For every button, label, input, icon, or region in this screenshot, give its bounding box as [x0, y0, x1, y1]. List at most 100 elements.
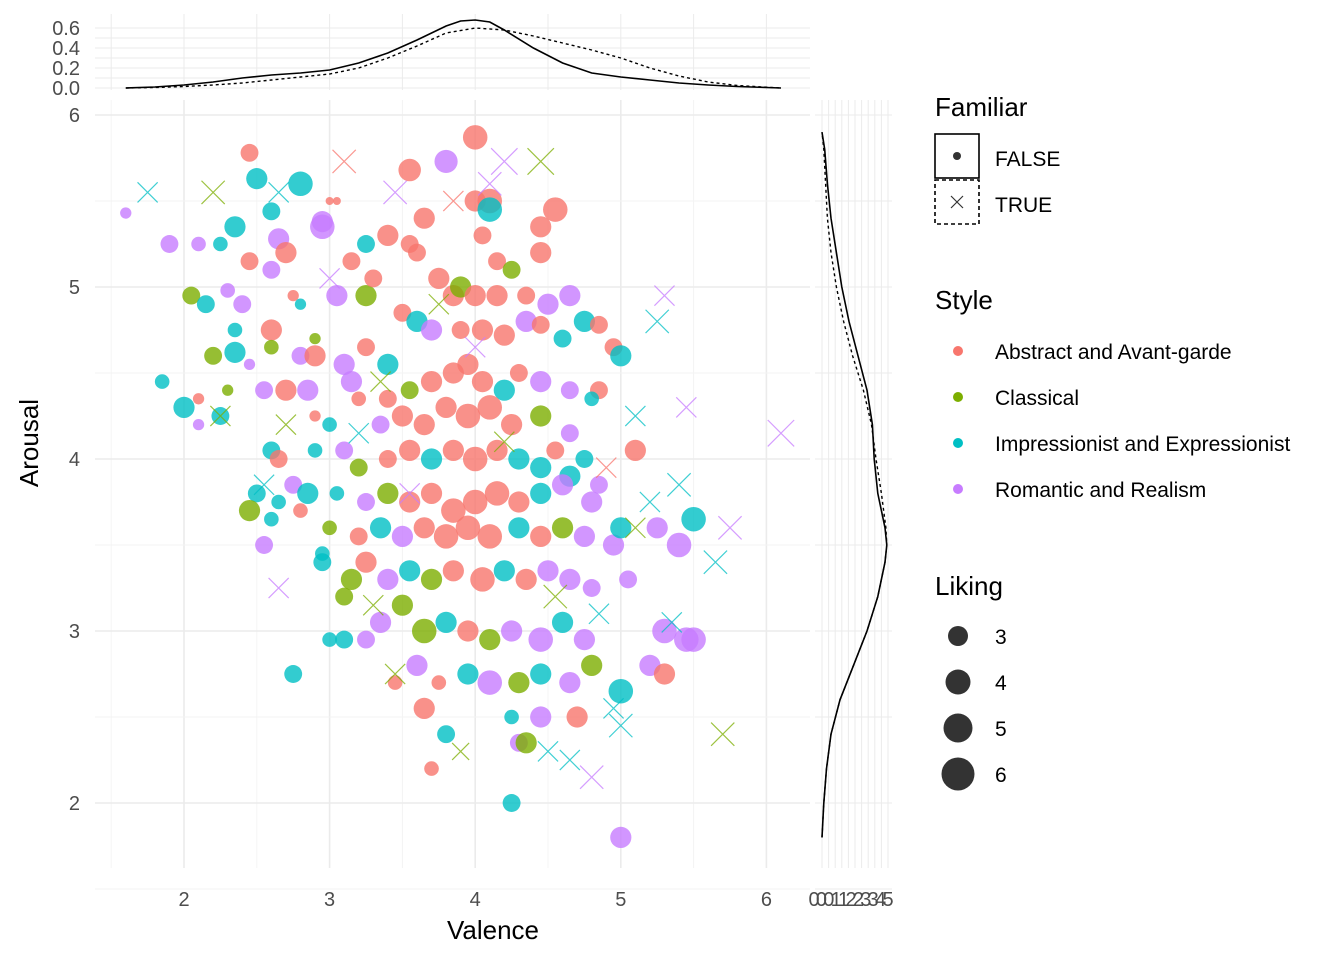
point — [377, 224, 399, 246]
point — [437, 725, 456, 744]
point-familiar — [603, 697, 625, 719]
point — [204, 346, 223, 365]
point — [530, 242, 552, 264]
point — [470, 567, 495, 592]
point — [530, 371, 552, 393]
point — [391, 594, 413, 616]
point — [192, 418, 205, 431]
point — [351, 391, 367, 407]
point — [530, 525, 552, 548]
point — [247, 484, 266, 503]
point — [509, 364, 528, 382]
point-familiar — [370, 371, 392, 393]
point-familiar — [383, 180, 408, 205]
point-familiar — [717, 515, 743, 540]
point — [508, 491, 530, 513]
right-density-tick-label: 1 — [838, 889, 849, 911]
point — [551, 517, 574, 539]
point — [413, 517, 435, 539]
legend-liking-5-key — [943, 713, 973, 743]
point — [284, 665, 303, 683]
point — [457, 663, 479, 685]
point — [271, 494, 286, 510]
point — [240, 143, 259, 162]
point — [434, 149, 458, 174]
point — [357, 338, 375, 357]
legend-liking-4-label: 4 — [995, 672, 1007, 695]
point — [213, 236, 228, 252]
point — [326, 285, 348, 307]
point — [196, 295, 215, 314]
point — [377, 353, 399, 375]
point — [311, 211, 333, 233]
legend-liking-3-key — [948, 626, 968, 646]
right-density-tick-label: 1 — [831, 889, 842, 911]
point — [681, 627, 706, 652]
point — [435, 396, 457, 418]
point — [378, 389, 397, 408]
point — [287, 289, 299, 302]
point — [309, 410, 321, 422]
point — [681, 506, 706, 532]
point — [387, 675, 403, 690]
point — [530, 663, 552, 685]
legend-familiar-true-label: TRUE — [995, 194, 1052, 217]
point — [471, 371, 494, 393]
point — [399, 491, 421, 513]
point — [357, 630, 375, 649]
point — [652, 618, 677, 644]
point — [477, 670, 503, 695]
point — [284, 475, 303, 494]
point-familiar — [477, 171, 502, 196]
point — [517, 286, 536, 305]
point — [243, 358, 256, 371]
point — [420, 568, 443, 591]
point-familiar — [579, 765, 604, 790]
point-familiar — [543, 584, 568, 609]
point — [233, 295, 252, 314]
point — [537, 560, 559, 582]
point — [182, 286, 201, 305]
point — [560, 381, 579, 400]
point — [424, 761, 439, 776]
point — [530, 482, 552, 504]
y-tick-label: 6 — [69, 105, 80, 127]
point-familiar — [253, 474, 275, 496]
point — [666, 532, 692, 558]
point — [420, 319, 443, 341]
point — [559, 568, 581, 591]
point — [262, 260, 281, 279]
point — [220, 283, 235, 298]
point — [477, 197, 503, 222]
point — [288, 171, 313, 197]
right-density-tick-label: 3 — [868, 889, 879, 911]
point — [240, 252, 259, 271]
point — [420, 448, 443, 470]
point — [297, 379, 319, 401]
point — [462, 489, 488, 515]
point — [400, 381, 419, 400]
legend-style-classical-label: Classical — [995, 387, 1079, 410]
point — [255, 381, 274, 400]
point — [264, 511, 279, 527]
y-tick-label: 5 — [69, 277, 80, 299]
point-familiar — [428, 293, 450, 315]
legend-liking-5-label: 5 — [995, 718, 1007, 741]
point — [464, 285, 486, 307]
point — [420, 482, 443, 504]
point — [559, 285, 581, 307]
legend-familiar-title: Familiar — [935, 92, 1028, 122]
x-tick-label: 3 — [324, 889, 335, 911]
point — [431, 675, 447, 690]
point — [224, 341, 246, 363]
legend-key-false-dot — [953, 152, 961, 160]
point — [406, 654, 428, 677]
point-familiar — [639, 491, 661, 513]
point — [582, 579, 601, 597]
point — [493, 379, 515, 401]
point — [473, 226, 492, 245]
right-density-tick-label: 2 — [853, 889, 864, 911]
point — [477, 395, 503, 420]
legend-style-impressionist-key — [953, 438, 963, 448]
